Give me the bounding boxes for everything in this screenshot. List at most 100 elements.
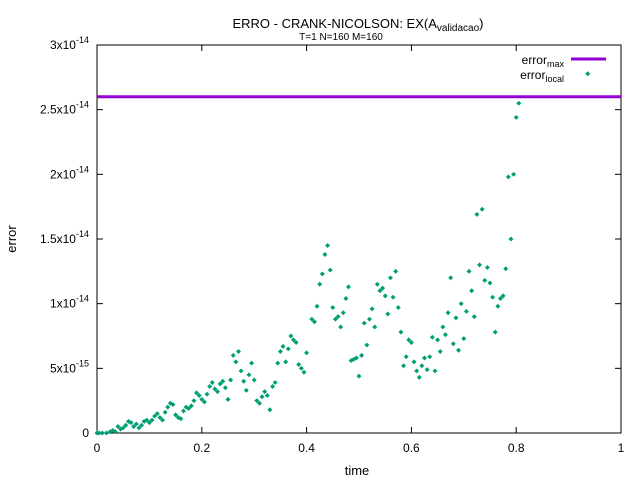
data-point-error-local: [217, 381, 223, 387]
data-point-error-local: [487, 280, 493, 286]
data-point-error-local: [270, 383, 276, 389]
y-tick-label: 5x10-15: [50, 358, 89, 375]
data-point-error-local: [99, 430, 105, 436]
data-point-error-local: [406, 337, 412, 343]
data-point-error-local: [416, 374, 422, 380]
legend-label-error-max: errormax: [522, 53, 565, 69]
legend-label-error-local-text: error: [520, 68, 545, 82]
data-point-error-local: [369, 306, 375, 312]
data-point-error-local: [251, 377, 257, 383]
data-point-error-local: [136, 425, 142, 431]
data-point-error-local: [212, 386, 218, 392]
data-point-error-local: [220, 378, 226, 384]
x-tick-label: 0: [94, 441, 101, 455]
data-point-error-local: [385, 311, 391, 317]
data-point-error-local: [233, 359, 239, 365]
data-point-error-local: [256, 400, 262, 406]
data-point-error-local: [293, 339, 299, 345]
data-point-error-local: [186, 405, 192, 411]
chart-title: ERRO - CRANK-NICOLSON: EX(Avalidacao): [232, 16, 483, 34]
data-point-error-local: [259, 394, 265, 400]
data-point-error-local: [209, 380, 215, 386]
data-point-error-local: [424, 367, 430, 373]
data-point-error-local: [477, 262, 482, 268]
data-point-error-local: [516, 100, 522, 106]
data-point-error-local: [490, 294, 496, 300]
data-point-error-local: [390, 294, 396, 300]
data-point-error-local: [196, 393, 202, 398]
series-layer: [94, 95, 621, 436]
data-point-error-local: [367, 316, 372, 322]
data-point-error-local: [225, 396, 231, 402]
data-point-error-local: [432, 368, 438, 374]
x-tick-label: 1: [618, 441, 625, 455]
data-point-error-local: [398, 329, 404, 335]
data-point-error-local: [120, 425, 126, 431]
data-point-error-local: [285, 346, 291, 352]
data-point-error-local: [154, 411, 160, 417]
y-axis-label: error: [4, 225, 19, 253]
data-point-error-local: [230, 352, 236, 358]
chart-title-subscript: validacao: [437, 23, 480, 34]
data-point-error-local: [264, 393, 270, 398]
data-point-error-local: [338, 324, 344, 330]
data-point-error-local: [374, 281, 380, 287]
data-point-error-local: [191, 398, 197, 404]
data-point-error-local: [437, 349, 443, 354]
data-point-error-local: [340, 310, 346, 316]
chart-title-main: ERRO - CRANK-NICOLSON: EX(A: [232, 16, 437, 31]
legend-label-error-local-sub: local: [545, 74, 564, 84]
data-point-error-local: [275, 360, 281, 366]
data-point-error-local: [471, 314, 477, 320]
data-point-error-local: [335, 314, 341, 320]
y-tick-label: 2.5x10-14: [40, 100, 89, 117]
data-point-error-local: [173, 412, 179, 418]
data-point-error-local: [442, 332, 448, 338]
legend-swatch-error-local: [585, 71, 591, 77]
data-point-error-local: [188, 403, 194, 409]
data-point-error-local: [249, 360, 255, 366]
data-point-error-local: [262, 389, 268, 395]
data-point-error-local: [440, 324, 446, 330]
data-point-error-local: [346, 284, 351, 290]
data-point-error-local: [332, 316, 338, 322]
data-point-error-local: [395, 305, 401, 311]
data-point-error-local: [291, 337, 296, 343]
data-point-error-local: [325, 242, 331, 248]
data-point-error-local: [241, 378, 247, 384]
data-point-error-local: [513, 114, 519, 120]
data-point-error-local: [469, 288, 475, 294]
data-point-error-local: [267, 407, 273, 413]
data-point-error-local: [160, 417, 165, 423]
data-point-error-local: [314, 303, 320, 309]
data-point-error-local: [133, 421, 139, 427]
data-point-error-local: [356, 373, 362, 379]
legend-label-error-max-text: error: [522, 53, 547, 67]
data-point-error-local: [353, 355, 359, 361]
data-point-error-local: [456, 347, 462, 353]
x-tick-label: 0.4: [298, 441, 315, 455]
x-tick-label: 0.6: [403, 441, 420, 455]
data-point-error-local: [215, 389, 220, 395]
data-point-error-local: [414, 368, 420, 374]
data-point-error-local: [194, 390, 200, 396]
data-point-error-local: [498, 296, 503, 301]
data-point-error-local: [401, 363, 407, 369]
y-tick-labels: 0 5x10-15 1x10-14 1.5x10-14 2x10-14 2.5x10-14…: [40, 35, 89, 440]
data-point-error-local: [479, 206, 485, 212]
data-point-error-local: [204, 391, 210, 397]
data-point-error-local: [277, 349, 283, 354]
data-point-error-local: [149, 417, 155, 423]
data-point-error-local: [445, 310, 451, 316]
x-axis-label: time: [345, 463, 370, 478]
data-point-error-local: [236, 349, 241, 354]
data-point-error-local: [419, 363, 425, 369]
data-point-error-local: [382, 293, 388, 299]
data-point-error-local: [492, 329, 498, 335]
data-point-error-local: [112, 429, 118, 435]
data-point-error-local: [144, 417, 150, 423]
data-point-error-local: [343, 296, 349, 301]
data-point-error-local: [461, 336, 467, 342]
data-point-error-local: [170, 402, 176, 408]
data-point-error-local: [296, 361, 302, 367]
